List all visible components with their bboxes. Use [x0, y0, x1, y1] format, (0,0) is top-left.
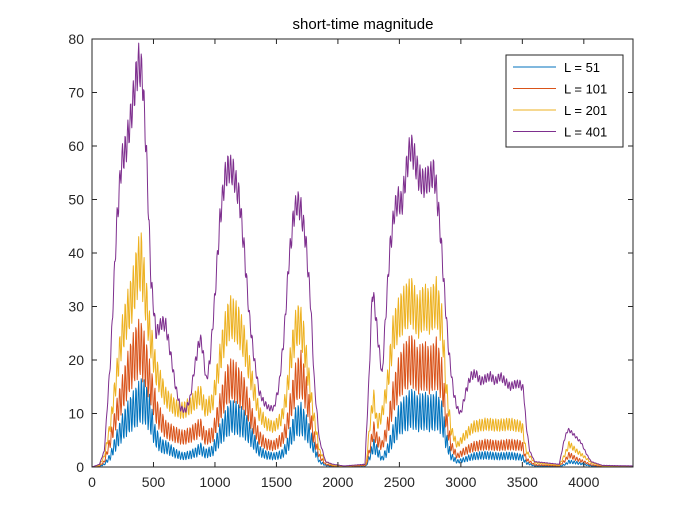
y-tick-label: 50: [68, 192, 84, 208]
legend: L = 51 L = 101 L = 201 L = 401: [505, 54, 624, 148]
y-tick-label: 0: [76, 459, 84, 475]
x-tick-label: 3000: [445, 474, 476, 490]
x-tick-label: 4000: [568, 474, 599, 490]
x-tick-label: 2500: [384, 474, 415, 490]
x-tick-label: 500: [142, 474, 166, 490]
y-tick-label: 10: [68, 406, 84, 422]
legend-label: L = 51: [564, 60, 600, 75]
y-tick-label: 20: [68, 352, 84, 368]
y-axis: 0 10 20 30 40 50 60 70 80: [68, 31, 633, 475]
legend-label: L = 201: [564, 103, 607, 118]
series-layer: [91, 42, 634, 468]
y-tick-label: 70: [68, 85, 84, 101]
x-tick-label: 1500: [261, 474, 292, 490]
y-tick-label: 40: [68, 245, 84, 261]
x-axis: 0 500 1000 1500 2000 2500 3000 3500 4000: [88, 39, 600, 490]
chart-title: short-time magnitude: [293, 16, 434, 33]
y-tick-label: 60: [68, 138, 84, 154]
x-tick-label: 0: [88, 474, 96, 490]
legend-label: L = 401: [564, 125, 607, 140]
x-tick-label: 3500: [507, 474, 538, 490]
y-tick-label: 80: [68, 31, 84, 47]
x-tick-label: 2000: [322, 474, 353, 490]
series-line-4: [91, 42, 634, 468]
x-tick-label: 1000: [199, 474, 230, 490]
series-line-2: [91, 318, 634, 468]
legend-label: L = 101: [564, 82, 607, 97]
y-tick-label: 30: [68, 299, 84, 315]
